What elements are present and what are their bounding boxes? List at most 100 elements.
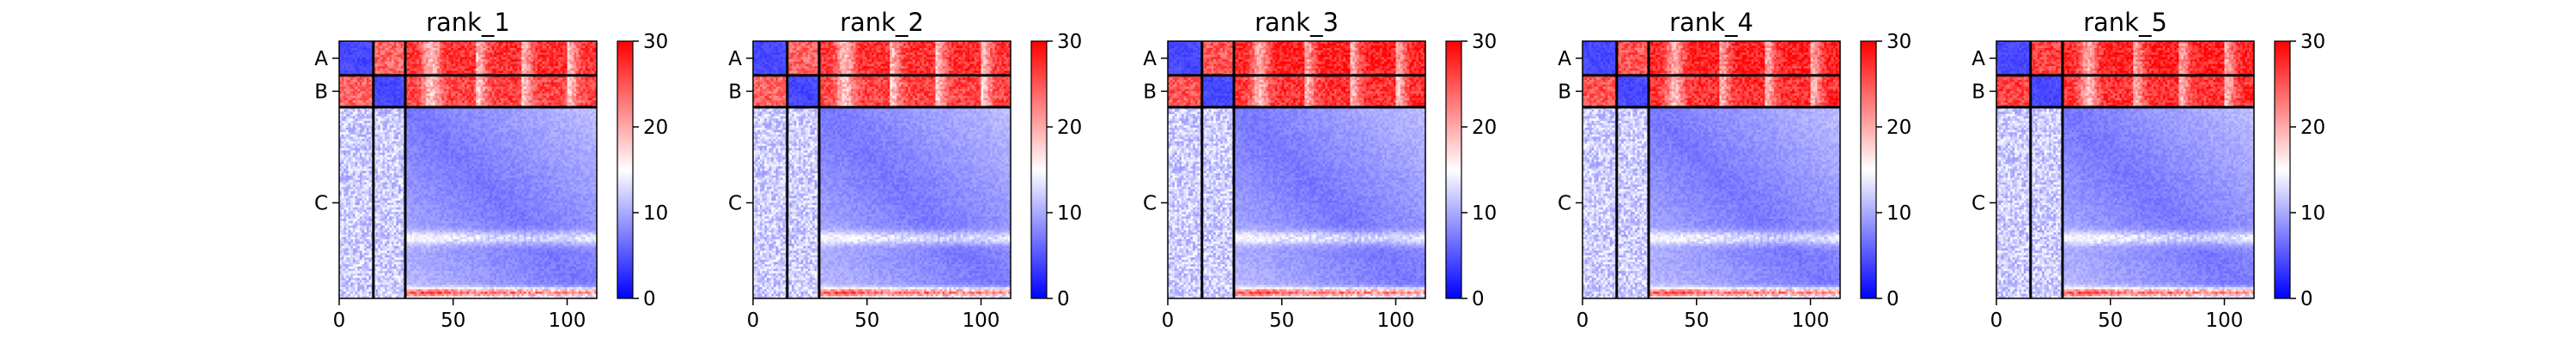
- heatmap-cell: [528, 139, 531, 141]
- heatmap-cell: [471, 80, 474, 82]
- heatmap-cell: [580, 111, 583, 114]
- heatmap-cell: [561, 128, 563, 130]
- heatmap-cell: [433, 103, 435, 105]
- heatmap-cell: [478, 118, 481, 121]
- heatmap-cell: [447, 139, 449, 141]
- heatmap-cell: [416, 118, 419, 121]
- heatmap-cell: [528, 93, 531, 96]
- heatmap-cell: [483, 110, 485, 112]
- heatmap-cell: [476, 135, 478, 137]
- heatmap-cell: [451, 91, 453, 93]
- heatmap-cell: [549, 52, 551, 55]
- heatmap-cell: [343, 137, 346, 140]
- heatmap-cell: [499, 59, 501, 62]
- heatmap-cell: [444, 45, 447, 48]
- heatmap-cell: [549, 87, 551, 89]
- heatmap-cell: [587, 55, 590, 57]
- heatmap-cell: [412, 57, 415, 60]
- heatmap-cell: [451, 59, 453, 62]
- heatmap-cell: [394, 96, 397, 99]
- heatmap-cell: [474, 111, 477, 114]
- heatmap-cell: [579, 139, 581, 141]
- heatmap-cell: [380, 93, 383, 96]
- heatmap-cell: [419, 111, 422, 114]
- heatmap-cell: [355, 89, 358, 92]
- heatmap-cell: [458, 51, 460, 53]
- heatmap-cell: [401, 57, 404, 60]
- heatmap-cell: [357, 132, 360, 135]
- heatmap-cell: [587, 93, 590, 96]
- heatmap-cell: [583, 125, 586, 128]
- heatmap-cell: [465, 89, 467, 92]
- heatmap-cell: [458, 103, 460, 105]
- heatmap-cell: [561, 71, 563, 74]
- heatmap-cell: [467, 89, 470, 92]
- heatmap-cell: [387, 123, 390, 126]
- heatmap-cell: [471, 110, 474, 112]
- heatmap-cell: [387, 110, 390, 112]
- heatmap-cell: [524, 48, 526, 51]
- heatmap-cell: [360, 64, 362, 67]
- heatmap-cell: [496, 57, 499, 60]
- heatmap-cell: [478, 135, 481, 137]
- heatmap-cell: [551, 125, 554, 128]
- heatmap-cell: [364, 84, 367, 87]
- heatmap-cell: [580, 118, 583, 121]
- heatmap-cell: [474, 135, 477, 137]
- heatmap-cell: [544, 96, 547, 99]
- heatmap-cell: [551, 100, 554, 103]
- heatmap-cell: [485, 132, 488, 135]
- heatmap-cell: [357, 135, 360, 137]
- heatmap-cell: [592, 77, 595, 80]
- heatmap-cell: [378, 48, 380, 51]
- heatmap-cell: [503, 93, 506, 96]
- heatmap-cell: [401, 123, 404, 126]
- heatmap-cell: [367, 44, 369, 46]
- heatmap-cell: [455, 69, 458, 71]
- heatmap-cell: [342, 45, 344, 48]
- heatmap-cell: [435, 82, 438, 85]
- heatmap-cell: [343, 52, 346, 55]
- heatmap-cell: [428, 132, 431, 135]
- heatmap-cell: [410, 125, 412, 128]
- heatmap-cell: [549, 121, 551, 123]
- heatmap-cell: [422, 117, 424, 119]
- heatmap-cell: [441, 103, 444, 105]
- heatmap-cell: [362, 89, 365, 92]
- heatmap-cell: [433, 52, 435, 55]
- heatmap-cell: [357, 71, 360, 74]
- heatmap-cell: [513, 117, 515, 119]
- heatmap-cell: [360, 110, 362, 112]
- heatmap-cell: [544, 117, 547, 119]
- heatmap-cell: [357, 96, 360, 99]
- heatmap-cell: [465, 69, 467, 71]
- heatmap-cell: [458, 128, 460, 130]
- heatmap-cell: [410, 121, 412, 123]
- heatmap-cell: [408, 57, 410, 60]
- heatmap-cell: [556, 93, 558, 96]
- heatmap-cell: [540, 77, 543, 80]
- heatmap-cell: [435, 111, 438, 114]
- heatmap-cell: [503, 82, 506, 85]
- heatmap-cell: [519, 139, 522, 141]
- heatmap-cell: [485, 71, 488, 74]
- heatmap-cell: [437, 80, 440, 82]
- heatmap-cell: [590, 125, 592, 128]
- heatmap-cell: [469, 139, 471, 141]
- heatmap-cell: [507, 137, 510, 140]
- heatmap-cell: [465, 44, 467, 46]
- heatmap-cell: [342, 141, 344, 144]
- heatmap-cell: [364, 77, 367, 80]
- heatmap-cell: [586, 57, 588, 60]
- heatmap-cell: [531, 123, 533, 126]
- heatmap-cell: [353, 51, 355, 53]
- heatmap-cell: [565, 137, 568, 140]
- heatmap-cell: [483, 130, 485, 133]
- heatmap-cell: [460, 111, 463, 114]
- heatmap-cell: [528, 111, 531, 114]
- heatmap-cell: [357, 87, 360, 89]
- heatmap-cell: [416, 71, 419, 74]
- heatmap-cell: [458, 84, 460, 87]
- heatmap-cell: [519, 51, 522, 53]
- heatmap-cell: [524, 135, 526, 137]
